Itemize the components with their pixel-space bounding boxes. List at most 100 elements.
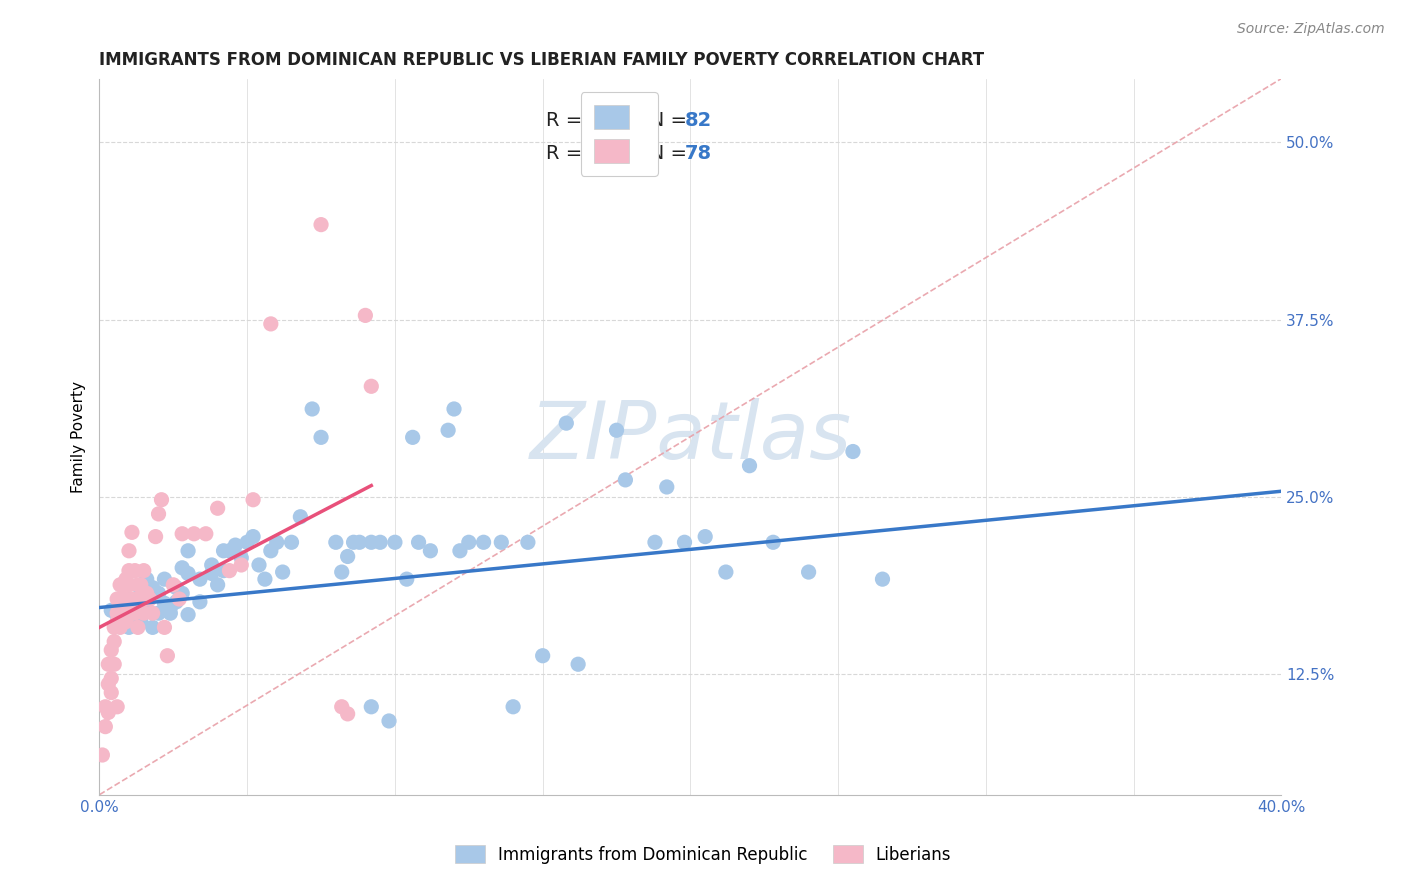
Point: [121, 525, 143, 540]
Point: [177, 607, 200, 622]
Point: [112, 596, 135, 610]
Point: [673, 535, 696, 549]
Point: [124, 606, 146, 620]
Point: [112, 606, 135, 620]
Point: [271, 565, 294, 579]
Point: [148, 586, 170, 600]
Point: [260, 317, 283, 331]
Point: [253, 572, 276, 586]
Point: [231, 550, 253, 565]
Point: [148, 507, 170, 521]
Point: [290, 509, 312, 524]
Point: [103, 634, 125, 648]
Point: [309, 430, 332, 444]
Point: [555, 416, 578, 430]
Text: R =: R =: [546, 145, 589, 163]
Point: [872, 572, 894, 586]
Point: [138, 592, 160, 607]
Point: [97, 677, 120, 691]
Point: [108, 592, 131, 607]
Point: [132, 606, 155, 620]
Point: [100, 672, 122, 686]
Point: [457, 535, 479, 549]
Text: 78: 78: [685, 145, 711, 163]
Point: [132, 564, 155, 578]
Point: [129, 615, 152, 629]
Point: [172, 586, 194, 600]
Point: [606, 423, 628, 437]
Point: [103, 657, 125, 672]
Point: [354, 309, 377, 323]
Point: [218, 564, 240, 578]
Point: [97, 657, 120, 672]
Point: [280, 535, 302, 549]
Point: [150, 492, 173, 507]
Point: [129, 592, 152, 607]
Point: [172, 561, 194, 575]
Point: [112, 592, 135, 607]
Point: [762, 535, 785, 549]
Text: N =: N =: [631, 111, 693, 129]
Point: [212, 564, 235, 578]
Point: [325, 535, 347, 549]
Point: [165, 581, 187, 595]
Point: [121, 592, 143, 607]
Text: ZIPatlas: ZIPatlas: [529, 398, 852, 475]
Point: [188, 595, 211, 609]
Point: [127, 578, 149, 592]
Point: [105, 592, 128, 607]
Point: [97, 706, 120, 720]
Point: [118, 620, 141, 634]
Point: [105, 615, 128, 629]
Point: [443, 401, 465, 416]
Point: [188, 572, 211, 586]
Point: [842, 444, 865, 458]
Point: [408, 535, 430, 549]
Point: [401, 430, 423, 444]
Point: [614, 473, 637, 487]
Legend: , : ,: [581, 92, 658, 177]
Point: [100, 685, 122, 699]
Point: [395, 572, 418, 586]
Point: [177, 566, 200, 581]
Point: [384, 535, 406, 549]
Point: [797, 565, 820, 579]
Point: [153, 572, 176, 586]
Point: [644, 535, 666, 549]
Text: 0.445: 0.445: [593, 111, 650, 129]
Text: IMMIGRANTS FROM DOMINICAN REPUBLIC VS LIBERIAN FAMILY POVERTY CORRELATION CHART: IMMIGRANTS FROM DOMINICAN REPUBLIC VS LI…: [100, 51, 984, 69]
Point: [260, 543, 283, 558]
Point: [129, 586, 152, 600]
Point: [301, 401, 323, 416]
Point: [714, 565, 737, 579]
Point: [94, 699, 117, 714]
Point: [242, 530, 264, 544]
Point: [148, 606, 170, 620]
Point: [738, 458, 761, 473]
Text: R =: R =: [546, 111, 589, 129]
Point: [162, 578, 184, 592]
Point: [108, 620, 131, 634]
Point: [336, 706, 359, 721]
Point: [118, 564, 141, 578]
Point: [153, 620, 176, 634]
Text: 0.449: 0.449: [593, 145, 650, 163]
Point: [207, 578, 229, 592]
Point: [177, 543, 200, 558]
Point: [105, 699, 128, 714]
Point: [472, 535, 495, 549]
Point: [224, 538, 246, 552]
Point: [135, 595, 157, 609]
Point: [124, 564, 146, 578]
Y-axis label: Family Poverty: Family Poverty: [72, 381, 86, 492]
Point: [118, 592, 141, 607]
Point: [124, 600, 146, 615]
Point: [531, 648, 554, 663]
Point: [115, 592, 138, 607]
Point: [502, 699, 524, 714]
Point: [194, 526, 217, 541]
Point: [378, 714, 401, 728]
Point: [108, 578, 131, 592]
Point: [127, 592, 149, 607]
Point: [218, 543, 240, 558]
